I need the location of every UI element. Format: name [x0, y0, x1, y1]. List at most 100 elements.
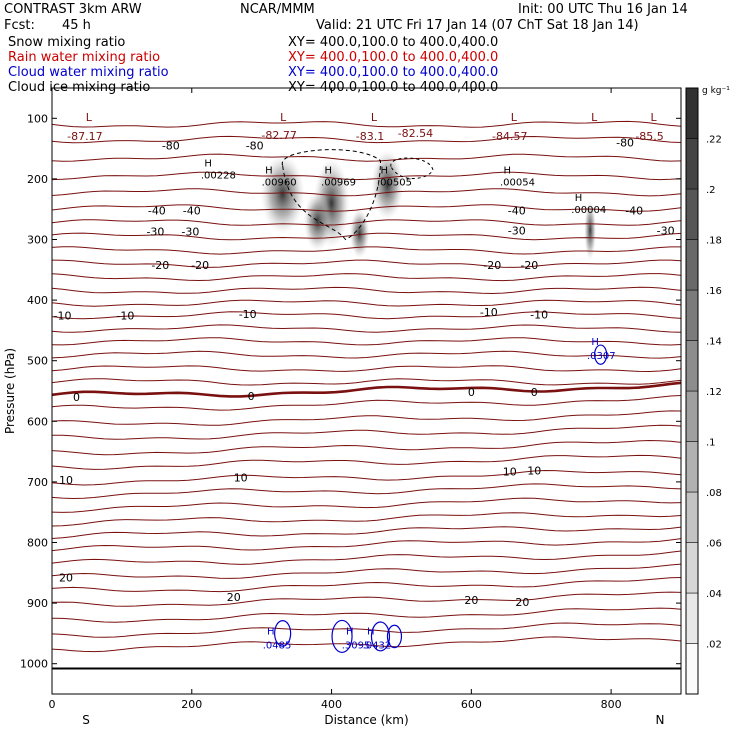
- isotherm-label: -10: [239, 308, 257, 321]
- fcst-value: 45 h: [62, 18, 91, 33]
- isotherm-line: [51, 324, 682, 333]
- colorbar: .02 .04 .06 .08 .1 .12 .14 .16 .18 .2 .22 g kg⁻¹: [685, 86, 730, 695]
- isotherm-line: [51, 410, 682, 426]
- snow-core: [371, 149, 404, 220]
- valid-time: Valid: 21 UTC Fri 17 Jan 14 (07 ChT Sat …: [316, 18, 639, 33]
- isotherm-label: -30: [508, 224, 526, 237]
- colorbar-swatch: [685, 138, 699, 190]
- low-value: -84.57: [492, 130, 527, 143]
- isotherm-label: -40: [508, 204, 526, 217]
- x-tick-label: 600: [461, 698, 482, 711]
- snow-max-value: .00969: [321, 177, 356, 188]
- max-marker: H: [591, 337, 599, 348]
- isotherm-line: [51, 512, 682, 527]
- cloud-water-max-value: .0485: [263, 640, 292, 651]
- isotherm-line: [51, 378, 682, 386]
- cloud-water-contour: [594, 344, 608, 365]
- low-marker: L: [86, 111, 93, 124]
- y-tick-label: 700: [27, 476, 48, 489]
- cloud-water-contour: [370, 621, 391, 652]
- isotherm-line: [51, 337, 682, 346]
- max-marker: H: [503, 165, 511, 176]
- y-tick-label: 800: [27, 537, 48, 550]
- isotherm-line: [51, 550, 682, 565]
- isotherm-label: -80: [162, 140, 180, 153]
- low-value: -82.54: [398, 127, 433, 140]
- colorbar-tick-label: .12: [706, 387, 722, 398]
- low-value: -87.17: [67, 130, 102, 143]
- isotherm-label: 10: [527, 464, 541, 477]
- isotherm-label: 20: [464, 594, 478, 607]
- cloud-water-contour: [274, 620, 292, 647]
- isotherm-label: -20: [520, 259, 538, 272]
- snow-max-value: .00054: [500, 177, 535, 188]
- isotherm-line: [51, 591, 682, 607]
- x-tick-label: 800: [601, 698, 622, 711]
- colorbar-swatch: [685, 390, 699, 442]
- isotherm-label: -30: [657, 224, 675, 237]
- xy-rain: XY= 400.0,100.0 to 400.0,400.0: [288, 50, 499, 65]
- xy-snow: XY= 400.0,100.0 to 400.0,400.0: [288, 35, 499, 50]
- y-axis-label: Pressure (hPa): [3, 348, 17, 434]
- snow-core: [260, 154, 305, 235]
- south-label: S: [82, 713, 90, 727]
- max-marker: H: [325, 165, 333, 176]
- cloud-water-contour: [386, 624, 403, 649]
- isotherm-line: [51, 259, 682, 268]
- snow-max-value: .00228: [201, 171, 236, 182]
- cloud-water-contour: [331, 619, 353, 654]
- isotherm-line: [51, 424, 682, 440]
- colorbar-tick-label: .02: [706, 640, 722, 651]
- y-tick-label: 1000: [20, 658, 48, 671]
- isotherm-line: [51, 483, 682, 500]
- isotherm-line: [51, 171, 682, 181]
- max-marker: H: [267, 626, 275, 637]
- colorbar-swatch: [685, 491, 699, 543]
- low-value: -85.5: [635, 130, 663, 143]
- isotherm-label: -10: [116, 309, 134, 322]
- isotherm-line: [51, 636, 682, 653]
- colorbar-swatch: [685, 441, 699, 493]
- max-marker: H: [575, 193, 583, 204]
- isotherm-label: -40: [625, 204, 643, 217]
- isotherm-line: [51, 538, 682, 552]
- isotherm-line: [51, 246, 681, 255]
- low-value: -83.1: [356, 130, 384, 143]
- y-tick-label: 100: [27, 112, 48, 125]
- max-marker: H: [265, 165, 273, 176]
- isotherm-line: [51, 469, 682, 486]
- low-marker: L: [371, 111, 378, 124]
- isotherm-label: 0: [73, 391, 80, 404]
- colorbar-unit: g kg⁻¹: [702, 86, 730, 96]
- snow-core: [303, 191, 332, 252]
- isotherm-label: -30: [181, 226, 199, 239]
- colorbar-frame: [685, 87, 699, 695]
- isotherm-line: [51, 526, 682, 539]
- isotherm-label: -40: [183, 204, 201, 217]
- max-marker: H: [346, 626, 354, 637]
- isotherm-label: 20: [227, 591, 241, 604]
- isotherm-line: [51, 563, 682, 579]
- y-tick-label: 900: [27, 597, 48, 610]
- isotherm-line: [51, 219, 682, 226]
- x-axis-label: Distance (km): [324, 713, 408, 727]
- isotherm-line: [51, 365, 682, 373]
- isotherm-line: [51, 350, 682, 359]
- colorbar-swatch: [685, 87, 699, 139]
- isotherm-line: [51, 286, 682, 295]
- cloud-water-max-value: .0307: [587, 351, 616, 362]
- y-tick-label: 400: [27, 294, 48, 307]
- isotherm-label: -80: [616, 137, 634, 150]
- isotherm-line: [51, 153, 682, 162]
- isotherm-label: -20: [191, 259, 209, 272]
- cloud-ice-contour: [390, 157, 434, 180]
- isotherm-label: 10: [234, 472, 248, 485]
- colorbar-swatch: [685, 542, 699, 594]
- colorbar-tick-label: .06: [706, 539, 722, 550]
- isotherm-label: 10: [503, 466, 517, 479]
- max-marker: H: [380, 165, 388, 176]
- y-tick-label: 200: [27, 173, 48, 186]
- isotherm-line: [51, 188, 682, 197]
